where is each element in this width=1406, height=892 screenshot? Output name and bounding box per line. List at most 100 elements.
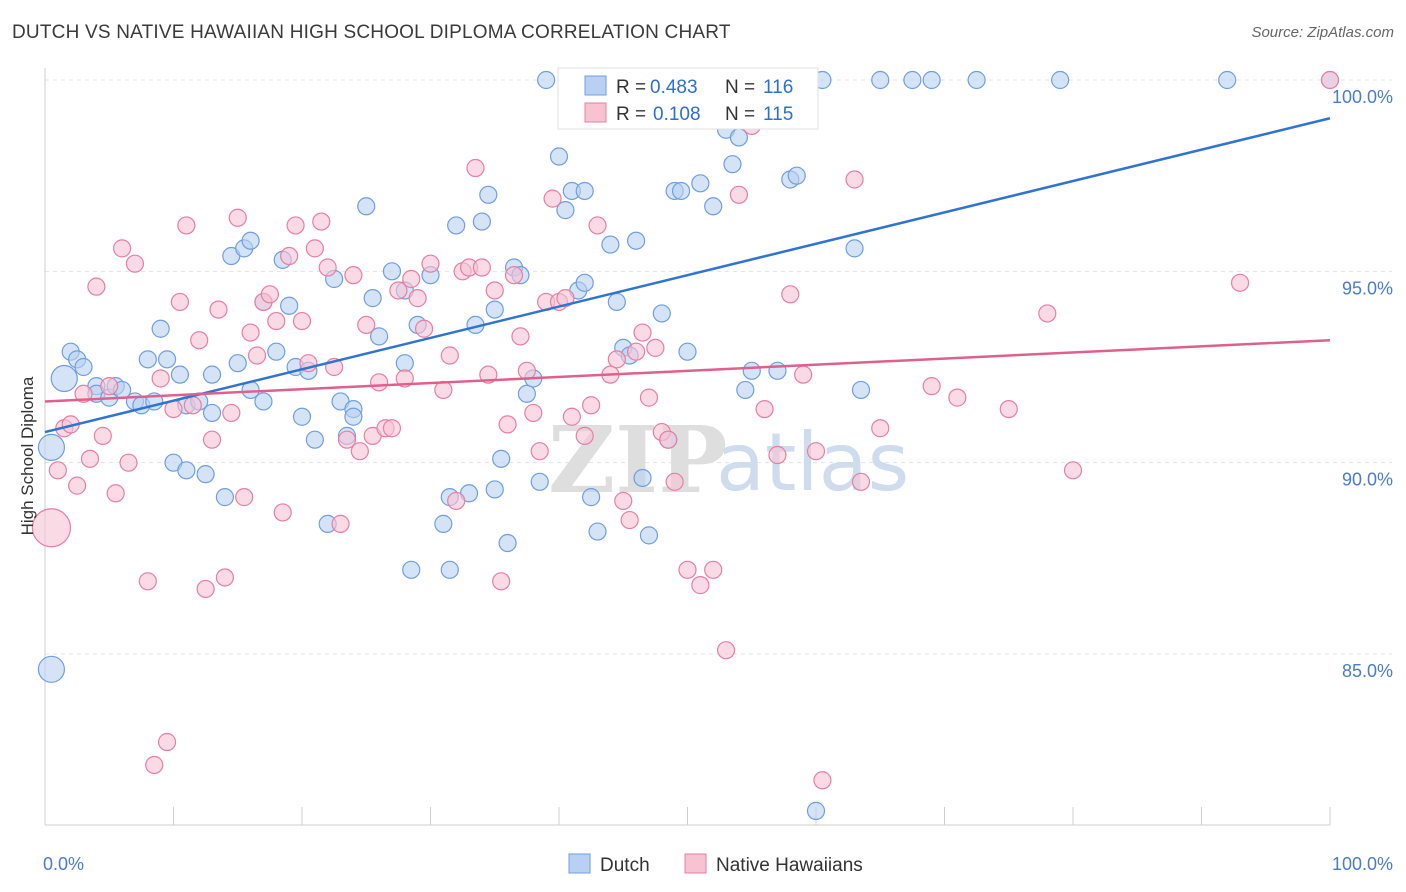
point-dutch	[1218, 70, 1237, 90]
point-dutch	[74, 357, 93, 377]
point-native-hawaiians	[331, 514, 350, 533]
point-native-hawaiians	[286, 216, 305, 235]
watermark-zip: ZIP	[548, 406, 727, 514]
point-native-hawaiians	[434, 380, 453, 400]
bottom-legend-swatch-native-hawaiians	[684, 853, 707, 874]
point-native-hawaiians	[408, 289, 427, 308]
point-dutch	[601, 235, 620, 254]
point-native-hawaiians	[215, 568, 234, 587]
chart-title: DUTCH VS NATIVE HAWAIIAN HIGH SCHOOL DIP…	[12, 22, 731, 43]
point-dutch	[479, 185, 498, 204]
point-dutch	[607, 292, 626, 312]
point-dutch	[472, 212, 491, 231]
point-native-hawaiians	[125, 254, 145, 273]
point-dutch	[196, 465, 215, 484]
point-dutch	[280, 296, 299, 315]
trend-line-native-hawaiians	[44, 338, 1331, 403]
point-dutch	[845, 239, 864, 258]
point-native-hawaiians	[678, 560, 697, 579]
point-dutch	[241, 231, 260, 250]
point-native-hawaiians	[781, 285, 800, 304]
point-native-hawaiians	[280, 246, 299, 266]
point-native-hawaiians	[357, 315, 376, 335]
point-native-hawaiians	[145, 755, 164, 775]
point-dutch	[652, 304, 671, 323]
point-dutch	[37, 433, 66, 461]
point-dutch	[138, 350, 157, 369]
point-dutch	[202, 403, 222, 423]
point-native-hawaiians	[93, 426, 112, 445]
point-native-hawaiians	[209, 300, 228, 319]
y-tick-labels: 85.0% 90.0% 95.0% 100.0%	[1332, 87, 1393, 681]
point-dutch	[357, 197, 376, 216]
point-native-hawaiians	[851, 472, 871, 491]
point-dutch	[742, 361, 761, 380]
y-axis-title: High School Diploma	[18, 376, 37, 535]
point-native-hawaiians	[922, 377, 941, 396]
x-tick-label-right: 100.0%	[1332, 854, 1393, 874]
point-dutch	[704, 197, 723, 216]
legend-r-label-native-hawaiians: R =	[616, 104, 646, 125]
point-native-hawaiians	[614, 491, 633, 511]
point-dutch	[903, 70, 922, 90]
point-dutch	[1051, 70, 1070, 90]
point-native-hawaiians	[588, 216, 607, 235]
point-dutch	[292, 407, 312, 426]
point-dutch	[492, 449, 511, 468]
point-native-hawaiians	[138, 572, 157, 591]
point-native-hawaiians	[196, 579, 215, 599]
point-dutch	[382, 262, 402, 281]
point-dutch	[530, 472, 549, 491]
point-dutch	[254, 392, 273, 411]
point-dutch	[202, 365, 222, 384]
point-native-hawaiians	[292, 311, 312, 331]
point-dutch	[395, 354, 414, 373]
watermark: ZIP atlas	[548, 406, 909, 514]
point-dutch	[633, 468, 652, 488]
point-dutch	[498, 533, 517, 553]
bottom-legend: Dutch Native Hawaiians	[568, 853, 863, 876]
point-dutch	[575, 181, 594, 201]
point-dutch	[305, 430, 324, 449]
point-native-hawaiians	[48, 461, 67, 480]
point-native-hawaiians	[1230, 273, 1250, 292]
point-dutch	[556, 201, 575, 220]
point-dutch	[691, 174, 710, 193]
point-dutch	[768, 361, 787, 380]
point-dutch	[267, 342, 286, 361]
point-native-hawaiians	[414, 319, 434, 338]
source-label: Source: ZipAtlas.com	[1251, 24, 1394, 41]
point-native-hawaiians	[402, 269, 421, 289]
point-dutch	[626, 231, 646, 250]
point-native-hawaiians	[871, 419, 890, 438]
point-native-hawaiians	[112, 239, 132, 258]
point-native-hawaiians	[813, 771, 832, 790]
point-native-hawaiians	[948, 388, 967, 407]
point-native-hawaiians	[260, 285, 279, 304]
point-dutch	[723, 155, 742, 174]
point-native-hawaiians	[504, 266, 524, 285]
point-native-hawaiians	[382, 419, 402, 438]
point-dutch	[549, 147, 569, 166]
point-native-hawaiians	[794, 365, 813, 384]
point-native-hawaiians	[845, 170, 864, 189]
point-dutch	[485, 300, 504, 319]
legend-n-label-dutch: N =	[725, 77, 755, 98]
point-dutch	[871, 70, 890, 90]
point-dutch	[588, 522, 607, 541]
point-native-hawaiians	[305, 239, 324, 258]
point-native-hawaiians	[119, 453, 138, 472]
point-native-hawaiians	[190, 331, 209, 350]
point-native-hawaiians	[421, 254, 440, 273]
point-dutch	[582, 488, 601, 507]
point-native-hawaiians	[318, 258, 337, 277]
point-native-hawaiians	[177, 216, 196, 235]
point-dutch	[228, 354, 247, 373]
point-native-hawaiians	[74, 384, 93, 403]
point-native-hawaiians	[222, 403, 241, 423]
point-native-hawaiians	[1038, 304, 1057, 323]
legend-swatch-dutch	[584, 75, 607, 96]
y-tick-label: 95.0%	[1342, 278, 1393, 298]
point-native-hawaiians	[106, 484, 125, 503]
point-native-hawaiians	[646, 338, 665, 357]
